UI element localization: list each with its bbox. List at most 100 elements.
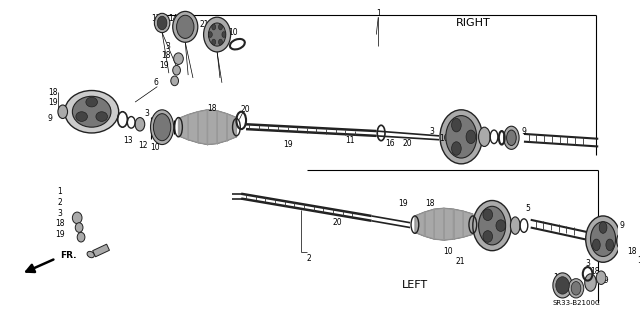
Text: 3: 3 xyxy=(58,209,62,218)
Text: 10: 10 xyxy=(228,28,238,37)
Text: 9: 9 xyxy=(620,221,625,230)
Ellipse shape xyxy=(572,282,581,295)
Ellipse shape xyxy=(173,11,198,42)
Text: 2: 2 xyxy=(307,254,311,263)
Polygon shape xyxy=(188,112,198,143)
Ellipse shape xyxy=(177,15,194,38)
Text: 18: 18 xyxy=(207,104,217,113)
Text: 10: 10 xyxy=(150,143,160,152)
Ellipse shape xyxy=(585,274,596,291)
Ellipse shape xyxy=(483,231,493,242)
Text: 5: 5 xyxy=(525,204,530,213)
Ellipse shape xyxy=(87,251,94,258)
Text: 18: 18 xyxy=(161,51,171,60)
Ellipse shape xyxy=(452,118,461,132)
Text: 12: 12 xyxy=(138,141,148,150)
Ellipse shape xyxy=(452,142,461,155)
Polygon shape xyxy=(415,212,424,236)
Text: 21: 21 xyxy=(200,20,209,29)
Text: 10: 10 xyxy=(439,134,449,143)
Ellipse shape xyxy=(591,222,616,256)
Ellipse shape xyxy=(96,112,108,122)
Text: 18: 18 xyxy=(48,88,58,97)
Ellipse shape xyxy=(209,32,212,37)
Ellipse shape xyxy=(599,222,607,233)
Ellipse shape xyxy=(171,76,179,86)
Polygon shape xyxy=(217,111,227,144)
Ellipse shape xyxy=(65,91,118,133)
Text: 3: 3 xyxy=(430,127,435,136)
Polygon shape xyxy=(424,209,434,239)
Text: 20: 20 xyxy=(403,139,412,148)
Text: 6: 6 xyxy=(154,78,159,87)
Text: 21: 21 xyxy=(456,257,465,266)
Text: 1: 1 xyxy=(376,9,381,18)
Bar xyxy=(93,244,109,257)
Polygon shape xyxy=(207,110,217,145)
Ellipse shape xyxy=(504,126,519,149)
Ellipse shape xyxy=(150,110,173,145)
Text: 19: 19 xyxy=(159,61,169,70)
Text: 18: 18 xyxy=(591,267,600,276)
Ellipse shape xyxy=(72,212,82,224)
Ellipse shape xyxy=(212,39,216,45)
Ellipse shape xyxy=(157,16,167,30)
Polygon shape xyxy=(179,115,188,140)
Ellipse shape xyxy=(173,53,183,64)
Ellipse shape xyxy=(222,32,226,37)
Ellipse shape xyxy=(568,279,584,298)
Text: 13: 13 xyxy=(124,136,133,145)
Text: 3: 3 xyxy=(166,41,170,51)
Ellipse shape xyxy=(76,112,88,122)
Ellipse shape xyxy=(473,201,511,251)
Text: 13: 13 xyxy=(461,148,471,157)
Ellipse shape xyxy=(86,97,97,107)
Text: 18: 18 xyxy=(426,199,435,208)
Ellipse shape xyxy=(593,239,600,251)
Text: 10: 10 xyxy=(443,247,452,256)
Ellipse shape xyxy=(479,206,506,245)
Text: 19: 19 xyxy=(637,256,640,265)
Text: 3: 3 xyxy=(585,259,590,268)
Text: 16: 16 xyxy=(385,139,395,148)
Text: 20: 20 xyxy=(240,105,250,114)
Ellipse shape xyxy=(58,105,68,118)
Ellipse shape xyxy=(606,239,614,251)
Ellipse shape xyxy=(72,96,111,127)
Ellipse shape xyxy=(483,209,493,220)
Ellipse shape xyxy=(596,271,606,285)
Ellipse shape xyxy=(173,65,180,75)
Text: FR.: FR. xyxy=(60,251,76,260)
Ellipse shape xyxy=(446,115,477,158)
Ellipse shape xyxy=(76,223,83,232)
Text: LEFT: LEFT xyxy=(402,280,428,290)
Ellipse shape xyxy=(135,117,145,131)
Polygon shape xyxy=(454,209,463,239)
Text: SR33-B2100C: SR33-B2100C xyxy=(553,300,600,306)
Text: 2: 2 xyxy=(58,198,62,207)
Polygon shape xyxy=(227,114,236,141)
Ellipse shape xyxy=(479,127,490,146)
Ellipse shape xyxy=(507,130,516,145)
Text: 9: 9 xyxy=(48,114,52,123)
Text: 19: 19 xyxy=(283,140,292,149)
Ellipse shape xyxy=(511,217,520,234)
Text: RIGHT: RIGHT xyxy=(456,18,490,28)
Text: 19: 19 xyxy=(599,276,609,285)
Ellipse shape xyxy=(154,114,171,141)
Polygon shape xyxy=(198,110,207,145)
Ellipse shape xyxy=(218,24,223,30)
Ellipse shape xyxy=(204,17,230,52)
Ellipse shape xyxy=(440,110,483,164)
Ellipse shape xyxy=(209,23,226,46)
Text: 19: 19 xyxy=(55,230,65,239)
Polygon shape xyxy=(463,211,473,237)
Text: 17: 17 xyxy=(152,14,161,23)
Text: 20: 20 xyxy=(333,218,342,227)
Text: 14: 14 xyxy=(553,273,563,282)
Ellipse shape xyxy=(154,13,170,33)
Ellipse shape xyxy=(496,220,506,231)
Text: 14: 14 xyxy=(168,14,177,23)
Text: 18: 18 xyxy=(627,247,637,256)
Ellipse shape xyxy=(556,277,570,294)
